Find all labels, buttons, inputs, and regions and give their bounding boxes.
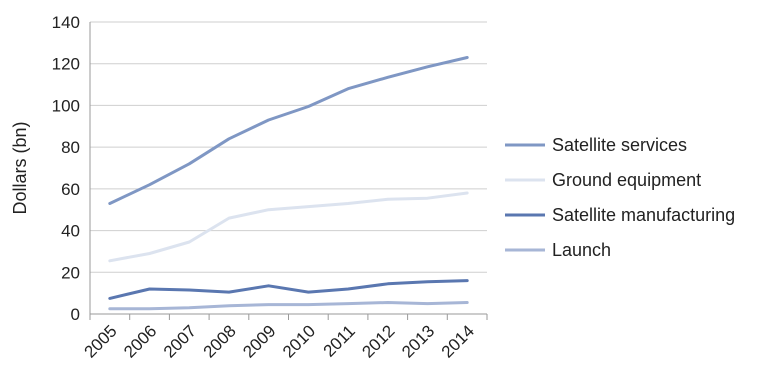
- legend-label-ground-equipment: Ground equipment: [552, 170, 701, 190]
- y-tick-label-20: 20: [61, 263, 80, 282]
- x-tick-label-2007: 2007: [160, 321, 200, 361]
- y-tick-label-120: 120: [52, 55, 80, 74]
- y-tick-label-140: 140: [52, 13, 80, 32]
- x-tick-label-2014: 2014: [438, 321, 478, 361]
- series-line-satellite-manufacturing: [108, 279, 469, 300]
- x-tick-label-2010: 2010: [279, 321, 319, 361]
- x-tick-label-2006: 2006: [120, 321, 160, 361]
- x-tick-label-2013: 2013: [398, 321, 438, 361]
- x-tick-label-2005: 2005: [80, 321, 120, 361]
- y-tick-label-0: 0: [71, 305, 80, 324]
- series-line-launch: [108, 301, 469, 311]
- series-line-ground-equipment: [108, 191, 469, 263]
- legend-label-satellite-services: Satellite services: [552, 135, 687, 155]
- legend-label-launch: Launch: [552, 240, 611, 260]
- y-tick-label-100: 100: [52, 96, 80, 115]
- x-tick-label-2009: 2009: [239, 321, 279, 361]
- y-axis-ticks: 0 20 40 60 80 100 120 140: [52, 13, 80, 324]
- x-axis-ticks: 2005 2006 2007 2008 2009 2010 2011 2012 2013 2014: [80, 314, 488, 362]
- y-tick-label-60: 60: [61, 180, 80, 199]
- x-tick-label-2012: 2012: [358, 321, 398, 361]
- x-tick-label-2011: 2011: [320, 321, 359, 360]
- legend-label-satellite-manufacturing: Satellite manufacturing: [552, 205, 735, 225]
- x-tick-label-2008: 2008: [200, 321, 240, 361]
- y-tick-label-40: 40: [61, 222, 80, 241]
- series-lines: [108, 56, 469, 311]
- legend: Satellite services Ground equipment Satell…: [505, 135, 735, 260]
- series-line-satellite-services: [108, 56, 469, 205]
- y-axis-title: Dollars (bn): [10, 121, 30, 214]
- gridlines: [90, 21, 487, 273]
- y-tick-label-80: 80: [61, 138, 80, 157]
